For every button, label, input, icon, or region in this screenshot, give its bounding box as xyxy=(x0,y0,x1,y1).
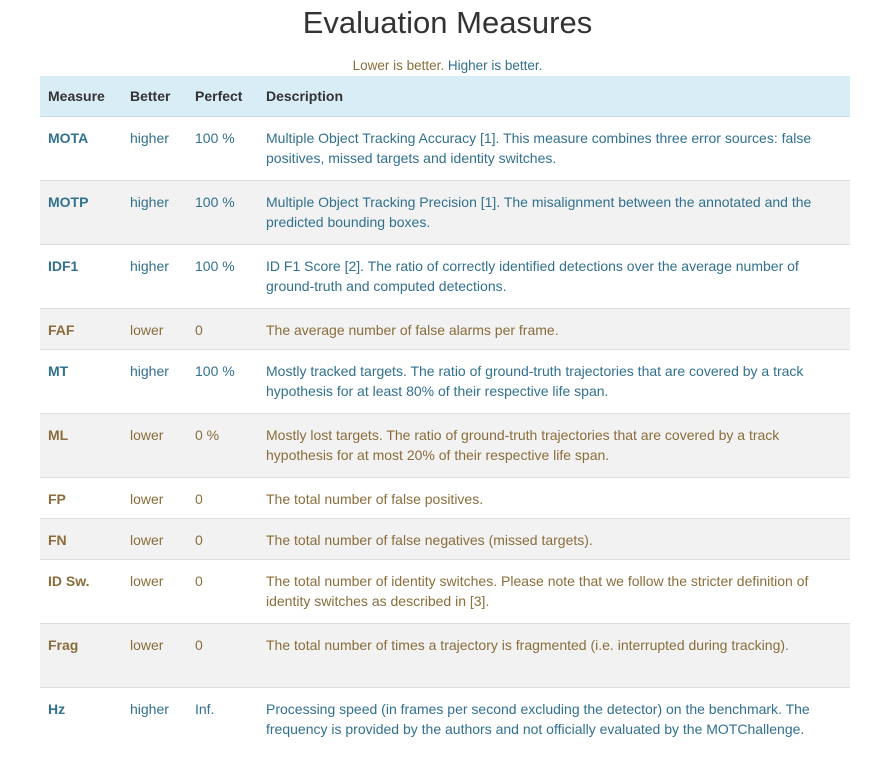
measure-perfect: 100 % xyxy=(187,349,258,414)
measure-better: lower xyxy=(122,559,187,624)
table-row: MT higher 100 % Mostly tracked targets. … xyxy=(40,349,850,414)
table-row: IDF1 higher 100 % ID F1 Score [2]. The r… xyxy=(40,244,850,309)
measure-description: Mostly lost targets. The ratio of ground… xyxy=(258,413,850,478)
measure-perfect: Inf. xyxy=(187,687,258,771)
measure-name: FP xyxy=(40,477,122,519)
measure-name: IDF1 xyxy=(40,244,122,309)
measure-name: MOTP xyxy=(40,180,122,245)
table-row: FN lower 0 The total number of false neg… xyxy=(40,518,850,560)
measure-better: lower xyxy=(122,518,187,560)
table-row: Hz higher Inf. Processing speed (in fram… xyxy=(40,687,850,771)
measure-perfect: 100 % xyxy=(187,116,258,181)
measure-perfect: 0 xyxy=(187,623,258,688)
measure-name: Frag xyxy=(40,623,122,688)
table-row: FAF lower 0 The average number of false … xyxy=(40,308,850,350)
table-row: Frag lower 0 The total number of times a… xyxy=(40,623,850,688)
measure-description: The average number of false alarms per f… xyxy=(258,308,850,350)
measure-name: MOTA xyxy=(40,116,122,181)
measure-perfect: 0 xyxy=(187,559,258,624)
measure-description: The total number of false positives. xyxy=(258,477,850,519)
measure-name: Hz xyxy=(40,687,122,771)
measure-description: ID F1 Score [2]. The ratio of correctly … xyxy=(258,244,850,309)
measure-better: lower xyxy=(122,308,187,350)
measure-name: ID Sw. xyxy=(40,559,122,624)
measure-description: The total number of false negatives (mis… xyxy=(258,518,850,560)
table-row: FP lower 0 The total number of false pos… xyxy=(40,477,850,519)
measure-better: lower xyxy=(122,477,187,519)
header-perfect: Perfect xyxy=(187,76,258,117)
legend-higher: Higher is better. xyxy=(447,58,543,73)
header-better: Better xyxy=(122,76,187,117)
measure-better: lower xyxy=(122,623,187,688)
measure-name: MT xyxy=(40,349,122,414)
measure-perfect: 0 % xyxy=(187,413,258,478)
legend-lower: Lower is better. xyxy=(352,58,445,73)
measure-perfect: 0 xyxy=(187,518,258,560)
measure-name: FAF xyxy=(40,308,122,350)
measure-description: Multiple Object Tracking Precision [1]. … xyxy=(258,180,850,245)
measure-description: Processing speed (in frames per second e… xyxy=(258,687,850,771)
measure-description: Multiple Object Tracking Accuracy [1]. T… xyxy=(258,116,850,181)
measure-description: The total number of identity switches. P… xyxy=(258,559,850,624)
measure-description: The total number of times a trajectory i… xyxy=(258,623,850,688)
table-row: MOTP higher 100 % Multiple Object Tracki… xyxy=(40,180,850,245)
color-legend: Lower is better. Higher is better. xyxy=(0,58,895,73)
measure-better: lower xyxy=(122,413,187,478)
table-row: MOTA higher 100 % Multiple Object Tracki… xyxy=(40,116,850,181)
table-row: ML lower 0 % Mostly lost targets. The ra… xyxy=(40,413,850,478)
measure-better: higher xyxy=(122,349,187,414)
measure-perfect: 100 % xyxy=(187,180,258,245)
measure-better: higher xyxy=(122,244,187,309)
page-title: Evaluation Measures xyxy=(302,5,593,40)
measure-better: higher xyxy=(122,687,187,771)
measure-perfect: 0 xyxy=(187,308,258,350)
measures-table: Measure Better Perfect Description MOTA … xyxy=(40,76,850,771)
measure-perfect: 0 xyxy=(187,477,258,519)
measure-name: ML xyxy=(40,413,122,478)
measure-perfect: 100 % xyxy=(187,244,258,309)
table-header-row: Measure Better Perfect Description xyxy=(40,76,850,117)
measure-description: Mostly tracked targets. The ratio of gro… xyxy=(258,349,850,414)
header-description: Description xyxy=(258,76,850,117)
measure-better: higher xyxy=(122,116,187,181)
header-measure: Measure xyxy=(40,76,122,117)
measure-name: FN xyxy=(40,518,122,560)
measure-better: higher xyxy=(122,180,187,245)
table-row: ID Sw. lower 0 The total number of ident… xyxy=(40,559,850,624)
